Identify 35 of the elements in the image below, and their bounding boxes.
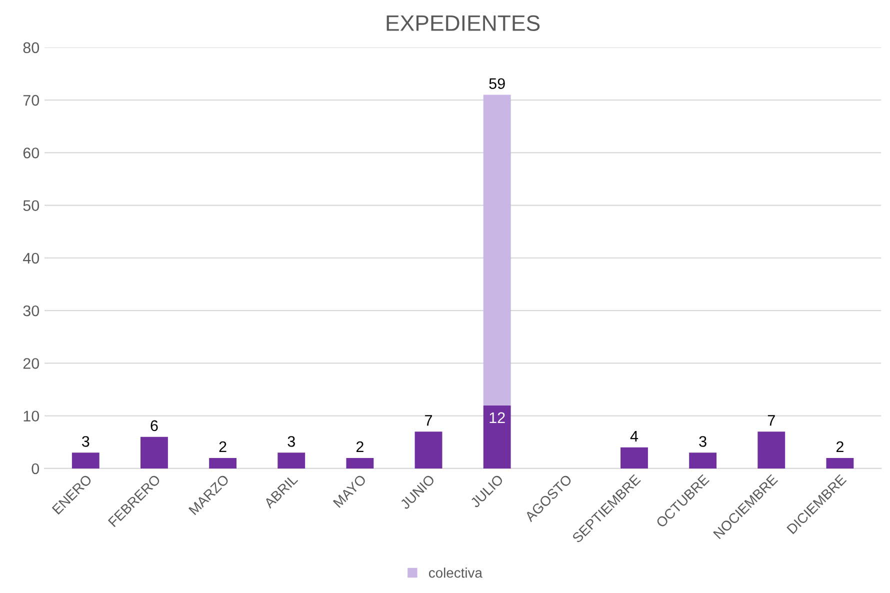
bar — [209, 458, 237, 468]
bar — [826, 458, 854, 468]
y-tick-label: 50 — [23, 200, 40, 212]
bar — [483, 94, 511, 406]
data-label: 3 — [288, 436, 295, 447]
bar — [689, 452, 717, 468]
y-tick-label: 70 — [23, 94, 40, 106]
bar — [620, 447, 648, 468]
y-tick-label: 80 — [23, 42, 40, 54]
y-tick-label: 0 — [32, 463, 40, 474]
data-label: 3 — [699, 436, 706, 447]
data-label: 2 — [356, 441, 364, 452]
legend-label: colectiva — [428, 568, 482, 578]
y-tick-label: 60 — [23, 148, 40, 158]
data-label: 6 — [150, 420, 158, 432]
data-label: 7 — [768, 415, 775, 426]
bar — [72, 452, 100, 468]
bar — [483, 405, 511, 468]
bar — [758, 432, 786, 468]
bar — [346, 458, 374, 468]
bar — [414, 432, 442, 468]
y-tick-label: 40 — [23, 252, 40, 264]
data-label: 7 — [425, 415, 432, 426]
data-label: 2 — [219, 441, 226, 452]
data-label: 2 — [836, 441, 844, 452]
chart-title: EXPEDIENTES — [386, 15, 540, 31]
bar — [140, 436, 168, 468]
data-label: 4 — [630, 430, 638, 442]
y-tick-label: 20 — [23, 358, 40, 369]
data-label: 12 — [490, 412, 505, 423]
data-label: 59 — [489, 78, 505, 90]
data-label: 3 — [82, 436, 90, 447]
bar — [278, 452, 306, 468]
y-tick-label: 10 — [24, 410, 40, 422]
y-tick-label: 30 — [23, 305, 40, 316]
